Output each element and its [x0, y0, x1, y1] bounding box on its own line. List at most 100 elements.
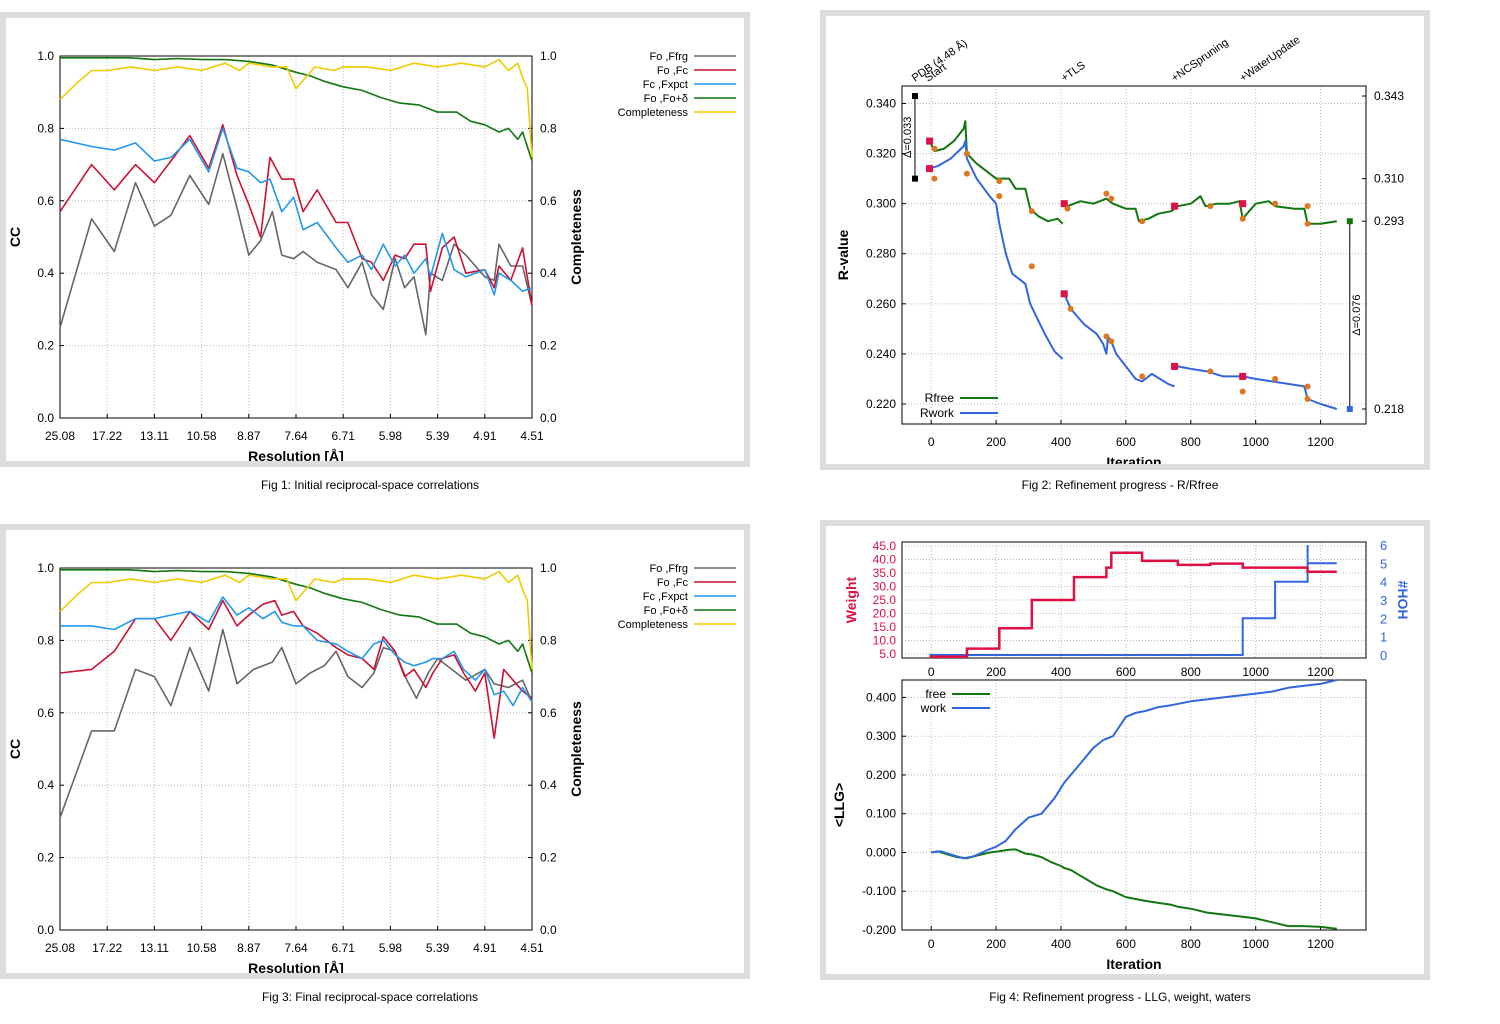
marker-orange-dot — [1304, 220, 1311, 227]
fig4-caption: Fig 4: Refinement progress - LLG, weight… — [989, 990, 1251, 1004]
marker-orange-dot — [1239, 388, 1246, 395]
y-tick-label: 45.0 — [873, 539, 897, 553]
series-line-rfree — [928, 120, 1064, 225]
x-tick-label: 1000 — [1242, 937, 1269, 951]
y-tick-label: -0.200 — [862, 923, 896, 937]
y-tick-label: 10.0 — [873, 633, 897, 647]
marker-red-square — [1060, 290, 1068, 298]
legend-label: Fo ,Fo+δ — [644, 93, 688, 105]
marker-red-square — [926, 165, 934, 173]
marker-orange-dot — [963, 150, 970, 157]
x-tick-label: 600 — [1116, 937, 1136, 951]
series-line-green — [60, 568, 533, 674]
y2-tick-label: 0.343 — [1374, 89, 1404, 103]
marker-red-square — [1239, 372, 1247, 380]
series-line-green — [60, 56, 533, 162]
marker-orange-dot — [931, 145, 938, 152]
series-line-gray — [59, 152, 533, 336]
series-line-red — [59, 124, 533, 306]
fig2-chart: 0 200 400 600 800 1000 1200 0.220 0.240 0.260 0.28… — [835, 34, 1404, 464]
y-tick-label: 20.0 — [873, 606, 897, 620]
x-tick-label: 7.64 — [284, 429, 308, 443]
x-tick-label: 1000 — [1242, 435, 1269, 449]
marker-orange-dot — [1272, 375, 1279, 382]
marker-orange-dot — [1207, 368, 1214, 375]
x-axis-label: Iteration — [1106, 956, 1161, 972]
series-line-gray — [59, 628, 533, 819]
marker-orange-dot — [931, 175, 938, 182]
legend-label: free — [925, 687, 946, 701]
y2-tick-label: 0.6 — [540, 194, 557, 208]
y-tick-label: 35.0 — [873, 566, 897, 580]
legend-label: Fo ,Ffrg — [649, 51, 688, 63]
fig1-caption: Fig 1: Initial reciprocal-space correlat… — [260, 478, 480, 492]
x-axis-label: Resolution [Å] — [248, 960, 344, 973]
x-tick-label: 400 — [1051, 937, 1071, 951]
x-tick-label: 800 — [1181, 435, 1201, 449]
marker-orange-dot — [996, 178, 1003, 185]
legend-label: Fc ,Fxpct — [643, 591, 688, 603]
marker-orange-dot — [1304, 203, 1311, 210]
x-tick-label: 4.51 — [520, 429, 544, 443]
plot-frame-bottom — [901, 679, 1367, 931]
y-tick-label: 1.0 — [37, 561, 54, 575]
y-tick-label: 0.8 — [37, 121, 54, 135]
y-tick-label: 0.240 — [866, 347, 896, 361]
marker-orange-dot — [1028, 208, 1035, 215]
y-tick-label: 0.400 — [866, 690, 896, 704]
legend-label: Fo ,Fc — [657, 577, 689, 589]
y2-tick-label: 6 — [1380, 538, 1387, 553]
x-tick-label: 5.39 — [426, 429, 450, 443]
series-line-rwork — [929, 140, 1064, 360]
series-line-yellow — [59, 58, 533, 158]
y-axis-label: CC — [7, 739, 23, 759]
y2-tick-label: 0.310 — [1374, 172, 1404, 186]
plot-frame — [59, 567, 533, 931]
y2-tick-label: 0.8 — [540, 633, 557, 647]
x-tick-label: 600 — [1116, 665, 1136, 679]
y2-axis-label: Completeness — [568, 189, 584, 285]
series-line-weight — [929, 551, 1337, 658]
x-tick-label: 1200 — [1307, 937, 1334, 951]
y-axis-label: <LLG> — [831, 783, 847, 827]
marker-orange-dot — [1139, 218, 1146, 225]
fig2-caption: Fig 2: Refinement progress - R/Rfree — [1021, 478, 1219, 492]
legend-label: Completeness — [618, 107, 689, 119]
fig3-caption: Fig 3: Final reciprocal-space correlatio… — [261, 990, 479, 1004]
y2-tick-label: 5 — [1380, 556, 1387, 571]
marker-orange-dot — [963, 170, 970, 177]
fig3-panel: 25.08 17.22 13.11 10.58 8.87 7.64 6.71 5.98 5.39… — [0, 524, 750, 979]
x-axis-label: Resolution [Å] — [248, 448, 344, 461]
x-tick-label: 5.39 — [426, 941, 450, 955]
marker-orange-dot — [1028, 263, 1035, 270]
marker-orange-dot — [1304, 395, 1311, 402]
x-tick-label: 5.98 — [379, 941, 403, 955]
series-line-yellow — [59, 570, 533, 670]
legend-label: Fo ,Fo+δ — [644, 605, 688, 617]
x-tick-label: 8.87 — [237, 941, 261, 955]
legend-label: Fo ,Ffrg — [649, 563, 688, 575]
marker-orange-dot — [1067, 305, 1074, 312]
x-tick-label: 4.51 — [520, 941, 544, 955]
x-tick-label: 6.71 — [332, 941, 356, 955]
x-tick-label: 25.08 — [45, 429, 75, 443]
series-line-waters — [929, 545, 1337, 656]
x-tick-label: 4.91 — [473, 941, 497, 955]
x-tick-label: 400 — [1051, 665, 1071, 679]
y-tick-label: 0.300 — [866, 197, 896, 211]
y-axis-label: R-value — [835, 230, 851, 281]
fig3-chart: 25.08 17.22 13.11 10.58 8.87 7.64 6.71 5.98 5.39… — [7, 561, 736, 973]
x-tick-label: 1200 — [1307, 665, 1334, 679]
legend-label: Rwork — [920, 406, 955, 420]
y-tick-label: 0.200 — [866, 768, 896, 782]
stage-label: +WaterUpdate — [1238, 34, 1303, 84]
y-tick-label: 0.220 — [866, 397, 896, 411]
x-tick-label: 6.71 — [332, 429, 356, 443]
series-line-blue — [60, 596, 533, 707]
x-tick-label: 0 — [928, 937, 935, 951]
legend-label: Fo ,Fc — [657, 65, 689, 77]
y2-tick-label: 0.2 — [540, 851, 557, 865]
y-tick-label: 1.0 — [37, 49, 54, 63]
fig4-chart: 0 200 400 600 800 1000 12005.010.015.020.025.0… — [831, 538, 1411, 972]
y-tick-label: 0.4 — [37, 778, 54, 792]
